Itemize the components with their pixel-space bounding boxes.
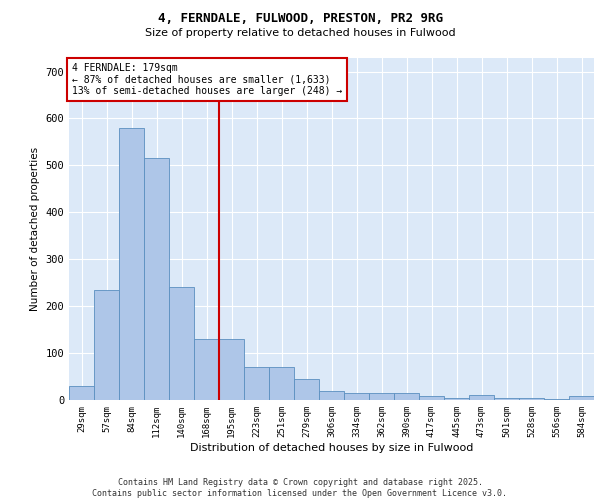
Bar (244, 367, 269, 400)
Bar (394, 393, 419, 400)
Bar (194, 339, 219, 400)
Text: 4 FERNDALE: 179sqm
← 87% of detached houses are smaller (1,633)
13% of semi-deta: 4 FERNDALE: 179sqm ← 87% of detached hou… (71, 62, 342, 96)
Bar (569, 396, 594, 400)
Bar (69, 386, 94, 400)
Bar (519, 398, 544, 400)
Bar (169, 288, 194, 400)
Bar (319, 390, 344, 400)
Bar (344, 393, 369, 400)
Text: Contains HM Land Registry data © Crown copyright and database right 2025.
Contai: Contains HM Land Registry data © Crown c… (92, 478, 508, 498)
Bar (144, 158, 169, 400)
Bar (419, 396, 444, 400)
Text: 4, FERNDALE, FULWOOD, PRESTON, PR2 9RG: 4, FERNDALE, FULWOOD, PRESTON, PR2 9RG (157, 12, 443, 26)
Bar (269, 367, 294, 400)
Bar (94, 290, 119, 400)
Y-axis label: Number of detached properties: Number of detached properties (30, 146, 40, 311)
Bar (544, 399, 569, 400)
Bar (119, 128, 144, 400)
Bar (219, 339, 244, 400)
Bar (369, 393, 394, 400)
Bar (294, 379, 319, 400)
Text: Size of property relative to detached houses in Fulwood: Size of property relative to detached ho… (145, 28, 455, 38)
X-axis label: Distribution of detached houses by size in Fulwood: Distribution of detached houses by size … (190, 442, 473, 452)
Bar (444, 398, 469, 400)
Bar (469, 396, 494, 400)
Bar (494, 398, 519, 400)
